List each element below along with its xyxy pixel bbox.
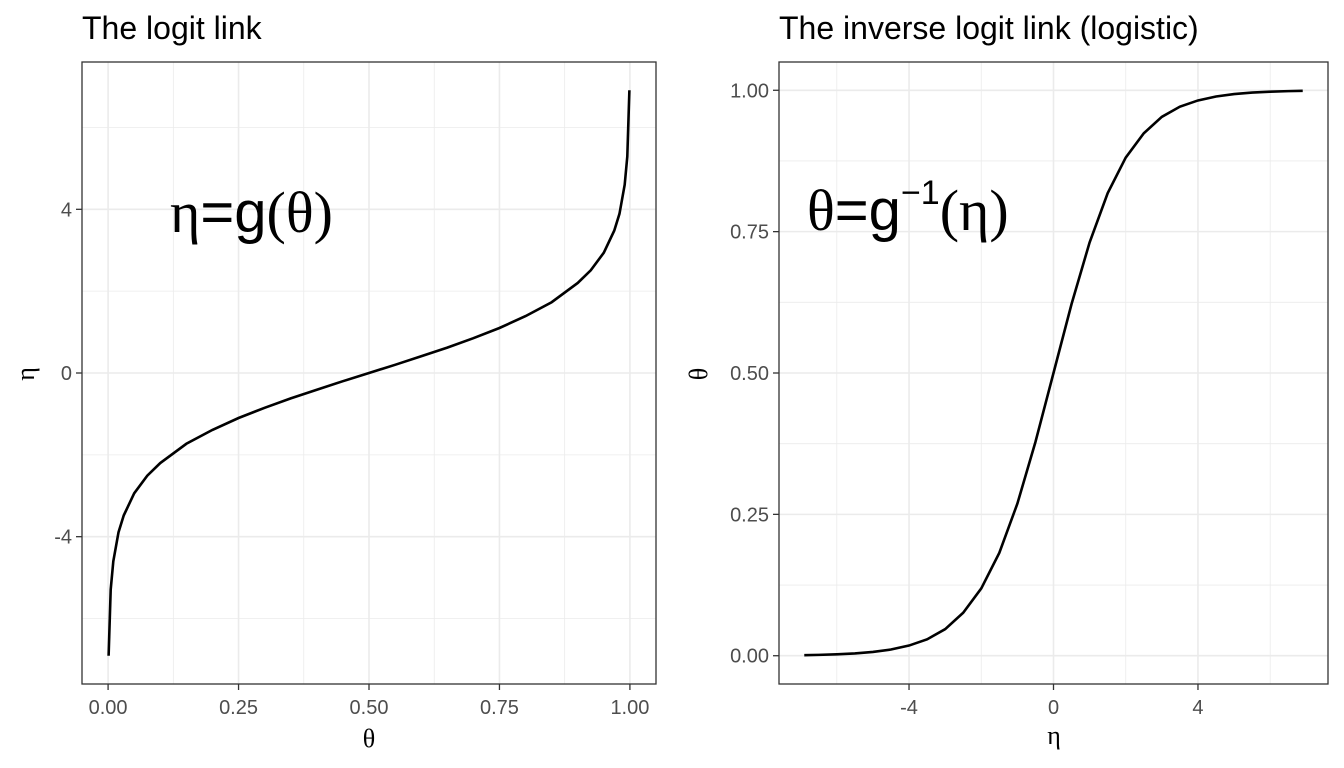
x-tick-label: 0.25 <box>219 697 258 719</box>
gridlines <box>82 62 656 684</box>
y-tick-label: 0 <box>61 363 72 385</box>
y-tick-label: 1.00 <box>730 80 769 102</box>
y-tick-label: 0.50 <box>730 363 769 385</box>
chart-title: The logit link <box>82 10 263 46</box>
x-tick-label: 1.00 <box>610 697 649 719</box>
logistic-curve <box>804 89 1303 657</box>
y-tick-label: 0.00 <box>730 646 769 668</box>
y-axis-title: θ <box>684 368 713 380</box>
y-axis-title: η <box>11 367 40 381</box>
logit-curve <box>107 90 631 656</box>
axis-ticks: 0.00 0.25 0.50 0.75 1.00 -4 0 4 <box>54 199 649 719</box>
inverse-logit-chart: The inverse logit link (logistic) θ=g−1(… <box>684 10 1329 750</box>
y-tick-label: 4 <box>61 199 72 221</box>
equation-annotation: θ=g−1(η) <box>807 174 1009 243</box>
x-axis-title: η <box>1047 721 1061 750</box>
x-tick-label: -4 <box>900 697 918 719</box>
logit-chart: The logit link η=g(θ) 0.00 0.25 0.50 0.75 1.… <box>11 10 657 753</box>
axis-ticks: -4 0 4 0.00 0.25 0.50 0.75 1.00 <box>730 80 1203 719</box>
y-tick-label: -4 <box>54 527 72 549</box>
chart-title: The inverse logit link (logistic) <box>779 10 1199 46</box>
y-tick-label: 0.25 <box>730 504 769 526</box>
gridlines <box>779 62 1328 684</box>
x-tick-label: 0.00 <box>89 697 128 719</box>
x-tick-label: 0.75 <box>480 697 519 719</box>
x-axis-title: θ <box>363 724 375 753</box>
x-tick-label: 0 <box>1048 697 1059 719</box>
x-tick-label: 0.50 <box>350 697 389 719</box>
y-tick-label: 0.75 <box>730 222 769 244</box>
equation-annotation: η=g(θ) <box>170 180 333 245</box>
x-tick-label: 4 <box>1192 697 1203 719</box>
